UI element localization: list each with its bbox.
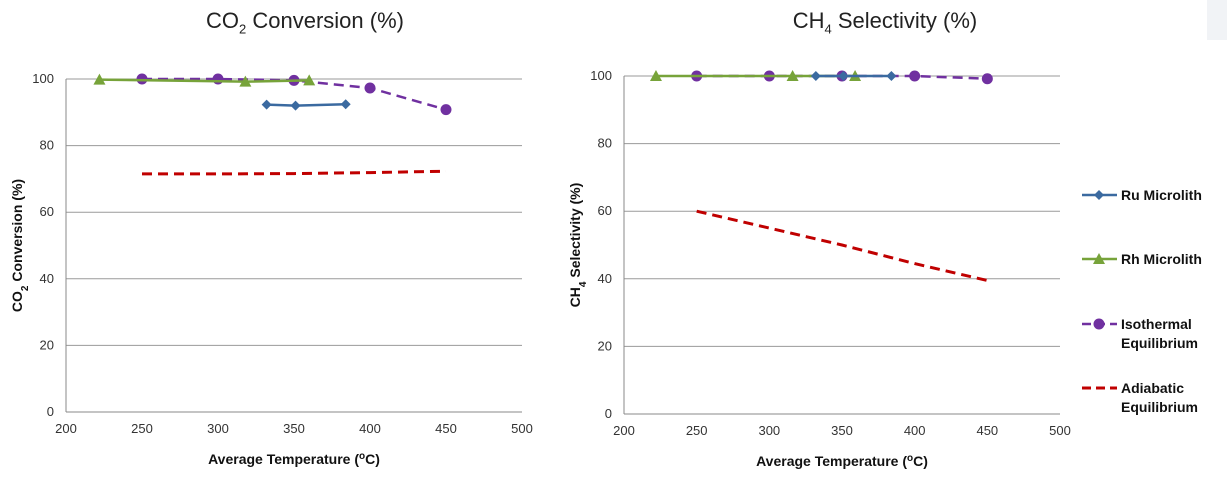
chart1-ylabel-rest: Selectivity (%) (567, 183, 583, 282)
chart1-series-rh-point (786, 70, 799, 81)
title-ch4-rest: Selectivity (%) (831, 8, 978, 33)
chart1-y-tick-label: 0 (605, 406, 612, 421)
chart1-y-tick-label: 40 (598, 271, 612, 286)
chart1-series-rh-point (649, 70, 662, 81)
chart0-x-tick-label: 500 (511, 421, 533, 436)
chart0-y-tick-label: 20 (40, 337, 54, 352)
chart0-x-tick-label: 200 (55, 421, 77, 436)
chart0-x-tick-label: 250 (131, 421, 153, 436)
chart1-y-tick-label: 60 (598, 203, 612, 218)
chart0-series-ru-point (261, 99, 272, 110)
chart0-xlabel-main: Average Temperature ( (208, 451, 359, 467)
chart0-x-tick-label: 350 (283, 421, 305, 436)
chart1-ylabel-sub: 4 (578, 281, 589, 287)
chart1-series-adi-line (696, 209, 988, 282)
legend-ru-label: Ru Microlith (1121, 187, 1202, 203)
chart0-series-rh-point (303, 74, 316, 86)
chart1-ylabel-main: CH (567, 287, 583, 307)
chart0-series-ru-point (340, 99, 351, 110)
chart1-x-tick-label: 250 (686, 423, 708, 438)
chart0-series-rh-point (93, 73, 106, 85)
chart0-x-tick-label: 300 (207, 421, 229, 436)
chart0-ylabel-rest: Conversion (%) (9, 179, 25, 286)
chart1-x-tick-label: 300 (758, 423, 780, 438)
title-co2-main: CO (206, 8, 240, 33)
chart1-x-tick-label: 350 (831, 423, 853, 438)
chart1-x-tick-label: 450 (976, 423, 998, 438)
chart1-y-tick-label: 80 (598, 136, 612, 151)
chart0-y-tick-label: 60 (40, 204, 54, 219)
chart0-ylabel-main: CO (9, 291, 25, 312)
title-ch4-sub: 4 (824, 21, 832, 37)
legend-ru-marker (1094, 190, 1104, 200)
chart0-x-axis-title: Average Temperature (oC) (208, 451, 380, 468)
chart1-xlabel-main: Average Temperature ( (756, 453, 907, 469)
chart1-series-iso-point (981, 73, 993, 85)
chart0-y-axis-title: CO2 Conversion (%) (9, 179, 31, 312)
chart0-y-tick-label: 0 (47, 404, 54, 419)
legend-adi-label: Adiabatic (1121, 380, 1184, 396)
legend-iso-marker (1093, 318, 1105, 330)
chart1-series-ru-point (810, 71, 821, 81)
chart1-series-ru-point (886, 71, 897, 81)
chart0-xlabel-rest: C) (365, 451, 380, 467)
chart1-xlabel-sup: o (907, 453, 913, 464)
chart1-x-tick-label: 200 (613, 423, 635, 438)
title-co2-sub: 2 (239, 21, 247, 37)
chart0-series-ru-point (290, 100, 301, 111)
chart0-series-rh-line (99, 78, 310, 83)
chart1-y-tick-label: 20 (598, 338, 612, 353)
chart1-series-iso-point (909, 70, 921, 82)
chart1-y-tick-label: 100 (590, 68, 612, 83)
chart0-series-rh-point (239, 75, 252, 87)
chart0-series-iso-point (440, 104, 452, 116)
legend-iso-label-line2: Equilibrium (1121, 335, 1198, 351)
chart0-series-iso-point (364, 82, 376, 94)
chart-title-ch4: CH4 Selectivity (%) (740, 8, 1030, 36)
legend-rh-label: Rh Microlith (1121, 251, 1202, 267)
chart0-y-tick-label: 80 (40, 138, 54, 153)
legend-rh-marker (1093, 253, 1105, 264)
chart0-x-tick-label: 400 (359, 421, 381, 436)
chart0-xlabel-sup: o (359, 451, 365, 462)
chart1-xlabel-rest: C) (913, 453, 928, 469)
chart0-series-ru-line (266, 103, 346, 107)
legend-adi-label-line2: Equilibrium (1121, 399, 1198, 415)
chart0-y-tick-label: 100 (32, 71, 54, 86)
chart0-y-tick-label: 40 (40, 271, 54, 286)
chart0-series-iso-point (212, 73, 224, 85)
title-co2-rest: Conversion (%) (246, 8, 404, 33)
chart1-x-tick-label: 400 (904, 423, 926, 438)
legend-iso-label: Isothermal (1121, 316, 1192, 332)
chart1-series-ru-point (838, 71, 849, 81)
title-ch4-main: CH (792, 8, 825, 33)
chart1-x-axis-title: Average Temperature (oC) (756, 453, 928, 470)
chart1-y-axis-title: CH4 Selectivity (%) (567, 183, 589, 308)
chart0-ylabel-sub: 2 (20, 285, 31, 291)
corner-tab (1207, 0, 1227, 40)
chart0-series-adi-line (142, 169, 447, 176)
chart1-x-tick-label: 500 (1049, 423, 1071, 438)
chart0-x-tick-label: 450 (435, 421, 457, 436)
chart-title-co2: CO2 Conversion (%) (160, 8, 450, 36)
